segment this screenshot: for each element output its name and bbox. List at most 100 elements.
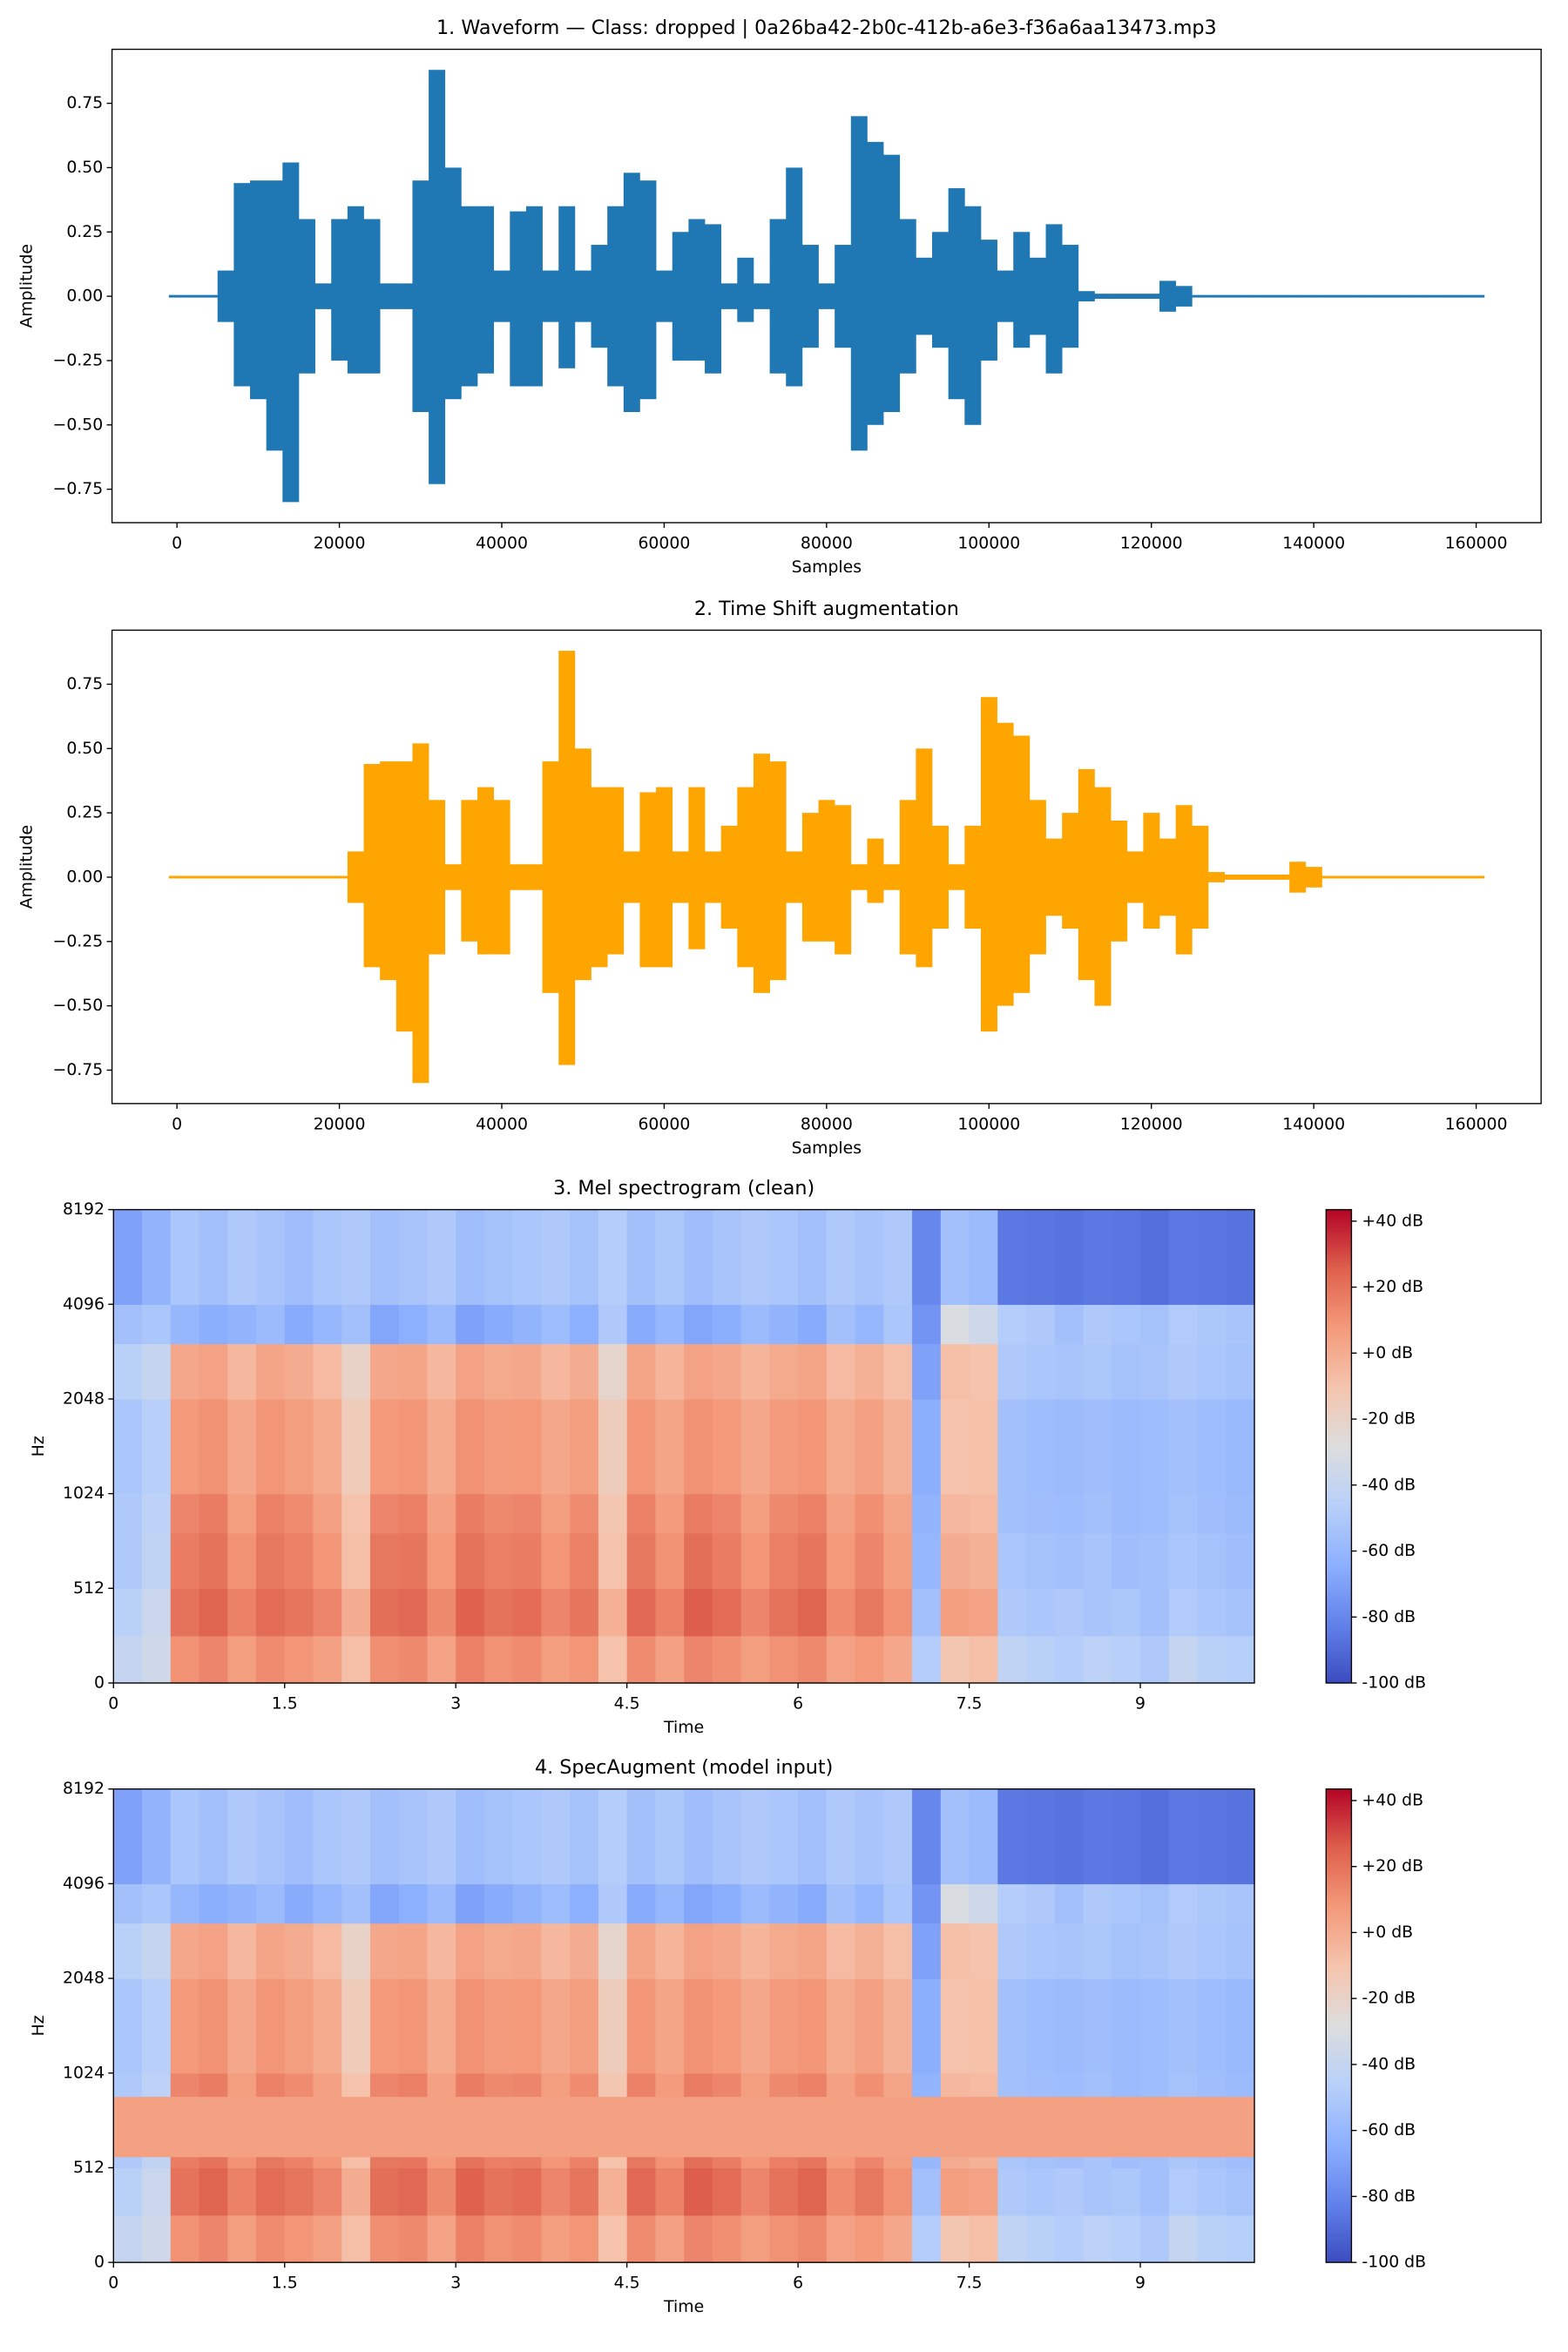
heatmap-cell xyxy=(456,1883,485,1924)
waveform-segment xyxy=(623,172,640,413)
heatmap-cell xyxy=(398,1532,429,1589)
waveform-segment xyxy=(250,875,267,879)
heatmap-cell xyxy=(398,1343,429,1400)
heatmap-cell xyxy=(284,1788,314,1885)
heatmap-cell xyxy=(512,1493,543,1534)
waveform-segment xyxy=(380,283,397,309)
colorbar-tick-label: +40 dB xyxy=(1362,1791,1423,1809)
heatmap-cell xyxy=(284,2167,314,2216)
waveform-segment xyxy=(1273,875,1290,880)
waveform-segment xyxy=(1321,294,1339,298)
heatmap-cell xyxy=(1197,1398,1227,1495)
heatmap-cell xyxy=(769,1635,799,1684)
waveform-segment xyxy=(1192,294,1209,298)
heatmap-cell xyxy=(1112,1978,1141,2074)
waveform-segment xyxy=(298,875,315,879)
heatmap-cell xyxy=(883,1635,913,1684)
heatmap-cell xyxy=(313,1978,342,2074)
heatmap-cell xyxy=(1197,1883,1227,1924)
heatmap-cell xyxy=(113,1788,143,1885)
heatmap-cell xyxy=(940,1532,970,1589)
heatmap-cell xyxy=(1054,2167,1085,2216)
waveform-segment xyxy=(720,283,738,309)
heatmap-cell xyxy=(199,1493,228,1534)
waveform-segment xyxy=(818,800,835,942)
heatmap-cell xyxy=(313,2167,342,2216)
y-tick-label: 0 xyxy=(94,1674,105,1693)
heatmap-cell xyxy=(912,1493,942,1534)
heatmap-cell xyxy=(997,1978,1027,2074)
heatmap-cell xyxy=(570,1978,599,2074)
x-tick-label: 160000 xyxy=(1445,1115,1508,1133)
heatmap-cell xyxy=(170,1532,200,1589)
colorbar-tick-label: +40 dB xyxy=(1362,1212,1423,1230)
heatmap-cell xyxy=(1140,1788,1170,1885)
heatmap-cell xyxy=(626,1343,657,1400)
waveform-segment xyxy=(574,748,591,981)
heatmap-cell xyxy=(541,1209,571,1305)
heatmap-cell xyxy=(113,1343,143,1400)
colorbar xyxy=(1325,1788,1353,2263)
heatmap-cell xyxy=(1026,1343,1056,1400)
waveform-segment xyxy=(1175,805,1193,955)
heatmap-cell xyxy=(483,1923,514,1979)
x-tick-label: 60000 xyxy=(638,535,690,553)
heatmap-cell xyxy=(398,1588,429,1637)
y-axis-label: Amplitude xyxy=(17,244,36,328)
heatmap-cell xyxy=(541,2167,571,2216)
heatmap-cell xyxy=(1083,1588,1112,1637)
waveform-segment xyxy=(672,851,689,903)
heatmap-cell xyxy=(570,2214,599,2263)
heatmap-cell xyxy=(798,2167,828,2216)
waveform-segment xyxy=(1451,294,1469,298)
heatmap-cell xyxy=(1054,1343,1085,1400)
heatmap-cell xyxy=(398,1978,429,2074)
heatmap-cell xyxy=(369,1635,400,1684)
heatmap-cell xyxy=(369,1788,400,1885)
x-tick-label: 80000 xyxy=(801,535,853,553)
heatmap-cell xyxy=(227,2214,257,2263)
heatmap-cell xyxy=(855,1343,885,1400)
heatmap-cell xyxy=(1226,1883,1255,1924)
heatmap-cell xyxy=(113,1532,143,1589)
waveform-segment xyxy=(331,875,348,879)
colorbar-tick-label: +20 dB xyxy=(1362,1857,1423,1876)
heatmap-cell xyxy=(883,1883,913,1924)
waveform-segment xyxy=(510,211,527,387)
heatmap-cell xyxy=(170,1588,200,1637)
heatmap-cell xyxy=(369,1978,400,2074)
waveform-segment xyxy=(444,167,462,400)
heatmap-cell xyxy=(512,1788,543,1885)
chart-title: 3. Mel spectrogram (clean) xyxy=(553,1177,814,1200)
heatmap-cell xyxy=(855,1398,885,1495)
heatmap-cell xyxy=(1054,1493,1085,1534)
heatmap-cell xyxy=(1140,1343,1170,1400)
heatmap-cell xyxy=(199,1923,228,1979)
heatmap-cell xyxy=(626,1398,657,1495)
heatmap-cell xyxy=(1112,1788,1141,1885)
y-axis-label: Hz xyxy=(30,1436,48,1456)
heatmap-cell xyxy=(341,2167,371,2216)
y-tick-label: −0.75 xyxy=(53,1061,104,1079)
heatmap-cell xyxy=(712,1398,742,1495)
heatmap-cell xyxy=(626,1883,657,1924)
heatmap-cell xyxy=(769,1304,799,1345)
heatmap-cell xyxy=(512,2214,543,2263)
heatmap-cell xyxy=(227,2167,257,2216)
heatmap-cell xyxy=(1112,1304,1141,1345)
heatmap-cell xyxy=(570,1788,599,1885)
heatmap-cell xyxy=(1112,1493,1141,1534)
waveform-segment xyxy=(1256,294,1274,298)
heatmap-cell xyxy=(227,1493,257,1534)
heatmap-cell xyxy=(1140,2167,1170,2216)
heatmap-cell xyxy=(456,1398,485,1495)
waveform-segment xyxy=(753,754,770,993)
y-tick-label: 0.00 xyxy=(66,868,103,886)
heatmap-cell xyxy=(912,2167,942,2216)
heatmap-cell xyxy=(997,1209,1027,1305)
waveform-segment xyxy=(477,787,495,955)
heatmap-cell xyxy=(883,1209,913,1305)
y-tick-label: 0.25 xyxy=(66,223,103,241)
heatmap-cell xyxy=(570,1635,599,1684)
heatmap-cell xyxy=(684,1304,713,1345)
